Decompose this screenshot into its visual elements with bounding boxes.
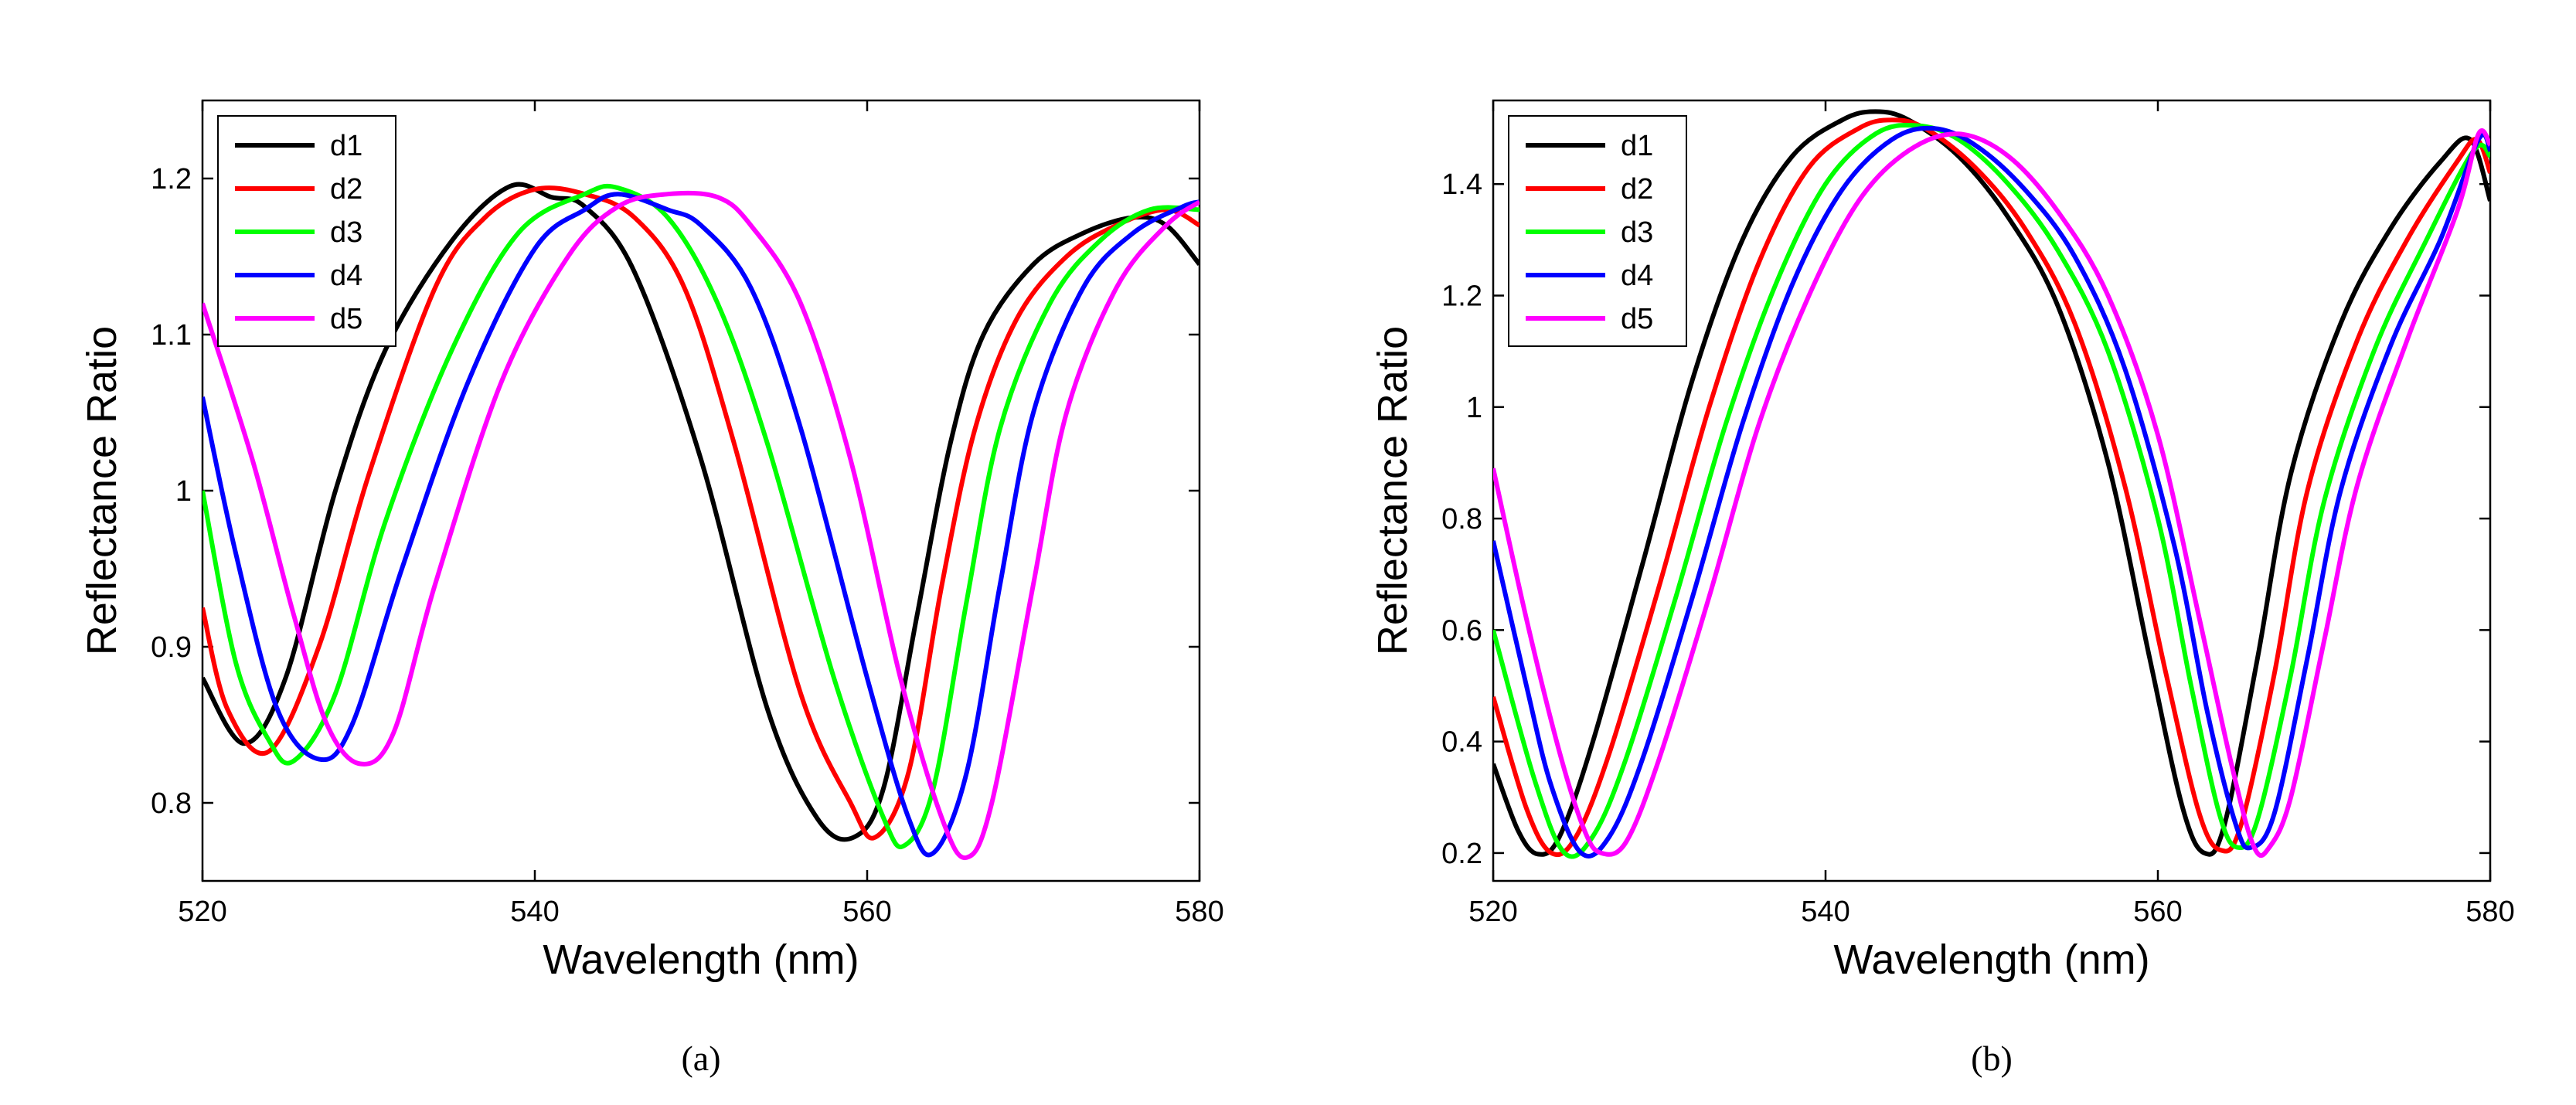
y-tick-label: 0.6 [1441, 614, 1482, 647]
x-tick-label: 520 [178, 896, 226, 928]
y-tick-label: 0.8 [151, 787, 192, 820]
x-tick-label: 580 [1175, 896, 1223, 928]
y-axis-label-b: Reflectance Ratio [1370, 326, 1416, 655]
gridlines-a: 520 540 560 580 0.8 0.9 1 1.1 1.2 [151, 100, 1224, 928]
x-tick-label: 540 [1801, 896, 1849, 928]
y-tick-label: 1 [1466, 392, 1482, 424]
legend-label-d2: d2 [330, 173, 362, 206]
series-group-a [202, 182, 1200, 861]
panel-label-b: (b) [1971, 1039, 2013, 1078]
y-tick-label: 1.4 [1441, 168, 1482, 201]
y-tick-label: 0.8 [1441, 503, 1482, 536]
y-tick-label: 1 [175, 475, 192, 508]
legend-label-d1: d1 [1621, 130, 1653, 162]
series-line-d5 [1493, 128, 2490, 858]
y-tick-label: 1.1 [151, 319, 192, 352]
chart-a: 520 540 560 580 0.8 0.9 1 1.1 1.2 d1 d2 d3 d4 d5 Wav… [79, 99, 1224, 1078]
legend-label-d4: d4 [1621, 260, 1653, 292]
y-axis-label-a: Reflectance Ratio [79, 326, 125, 655]
series-line-d4 [1493, 125, 2490, 858]
series-line-d2 [1493, 117, 2490, 858]
series-line-d4 [202, 192, 1200, 858]
legend-label-d4: d4 [330, 260, 362, 292]
legend-label-d1: d1 [330, 130, 362, 162]
y-tick-label: 1.2 [151, 163, 192, 196]
y-tick-label: 0.4 [1441, 726, 1482, 759]
y-tick-label: 0.9 [151, 631, 192, 664]
x-tick-label: 560 [842, 896, 891, 928]
series-line-d3 [1493, 122, 2490, 859]
x-tick-label: 580 [2465, 896, 2514, 928]
series-line-d5 [202, 190, 1200, 861]
x-tick-label: 560 [2133, 896, 2182, 928]
legend-label-d2: d2 [1621, 173, 1653, 206]
legend-label-d5: d5 [1621, 303, 1653, 335]
legend-b: d1 d2 d3 d4 d5 [1508, 115, 1687, 347]
gridlines-b: 520 540 560 580 0.2 0.4 0.6 0.8 1 1.2 1.4 [1441, 100, 2515, 928]
legend-label-d5: d5 [330, 303, 362, 335]
series-line-d1 [202, 182, 1200, 842]
y-tick-label: 1.2 [1441, 280, 1482, 313]
series-line-d3 [202, 183, 1200, 850]
x-tick-label: 540 [510, 896, 559, 928]
legend-label-d3: d3 [330, 216, 362, 249]
legend-a: d1 d2 d3 d4 d5 [217, 115, 396, 347]
x-tick-label: 520 [1468, 896, 1517, 928]
x-axis-label-b: Wavelength (nm) [1833, 937, 2149, 983]
y-tick-label: 0.2 [1441, 838, 1482, 870]
panel-label-a: (a) [681, 1039, 720, 1078]
series-group-b [1493, 109, 2490, 859]
legend-label-d3: d3 [1621, 216, 1653, 249]
series-line-d2 [202, 185, 1200, 841]
x-axis-label-a: Wavelength (nm) [543, 937, 859, 983]
series-line-d1 [1493, 109, 2490, 857]
chart-b: 520 540 560 580 0.2 0.4 0.6 0.8 1 1.2 1.4 d1 d2 d3 d4… [1370, 99, 2515, 1078]
